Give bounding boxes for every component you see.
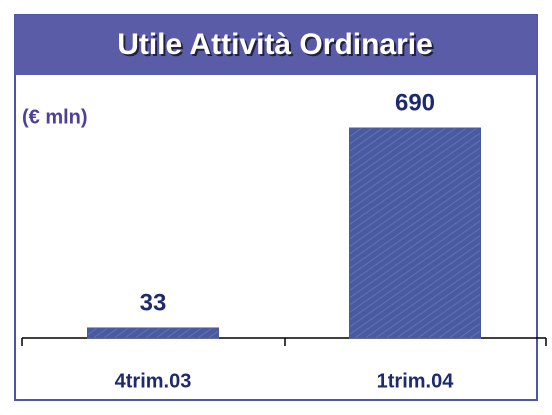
bar xyxy=(87,327,219,339)
x-tick-label: 1trim.04 xyxy=(377,370,455,392)
value-label: 33 xyxy=(140,289,167,316)
title-shadow: Utile Attività Ordinarie xyxy=(119,30,435,63)
chart-title: Utile Attività Ordinarie xyxy=(117,28,433,61)
bar xyxy=(349,127,481,339)
value-label: 690 xyxy=(395,89,435,116)
title-banner xyxy=(15,15,537,75)
x-tick-label: 4trim.03 xyxy=(115,370,192,392)
chart-subtitle: (€ mln) xyxy=(22,106,88,128)
